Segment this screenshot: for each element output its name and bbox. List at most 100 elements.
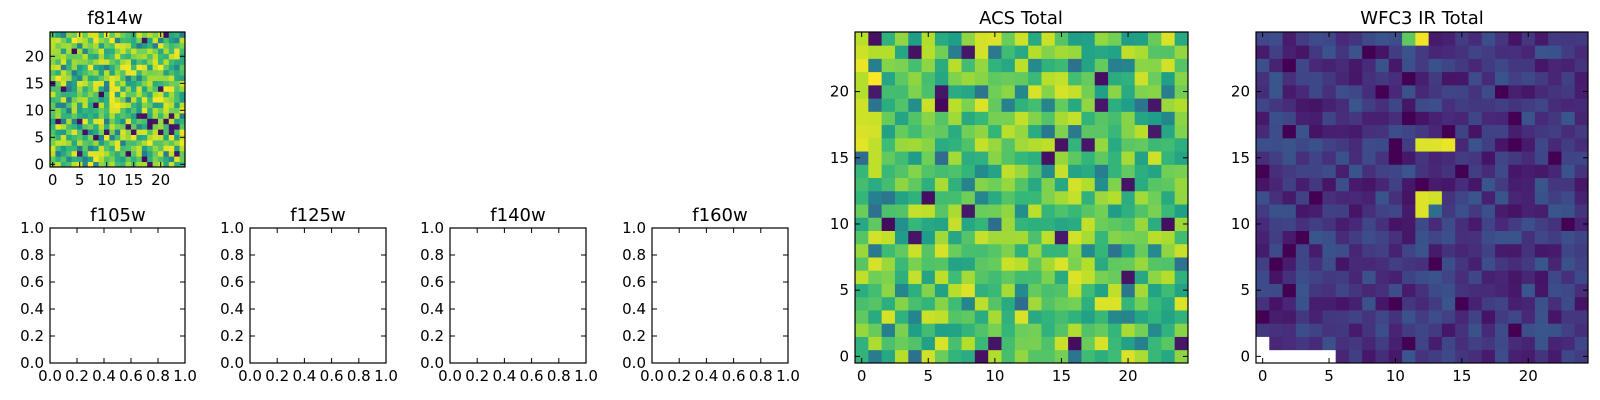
- heatmap-cell-wfc3-ir-total: [1282, 243, 1297, 258]
- heatmap-cell-f814w: [120, 161, 126, 168]
- heatmap-cell-f814w: [125, 91, 132, 98]
- heatmap-cell-wfc3-ir-total: [1415, 111, 1430, 126]
- heatmap-cell-wfc3-ir-total: [1548, 204, 1562, 218]
- heatmap-cell-wfc3-ir-total: [1402, 323, 1416, 337]
- heatmap-cell-wfc3-ir-total: [1561, 217, 1576, 231]
- heatmap-cell-f814w: [147, 123, 153, 130]
- heatmap-cell-acs-total: [1068, 137, 1082, 152]
- heatmap-cell-acs-total: [1161, 84, 1176, 99]
- heatmap-cell-wfc3-ir-total: [1455, 111, 1469, 126]
- heatmap-cell-wfc3-ir-total: [1468, 230, 1483, 245]
- heatmap-cell-f814w: [114, 145, 121, 152]
- heatmap-cell-f814w: [77, 37, 83, 44]
- heatmap-cell-acs-total: [1068, 257, 1082, 271]
- heatmap-cell-acs-total: [1094, 32, 1109, 46]
- heatmap-cell-f814w: [163, 102, 170, 108]
- heatmap-cell-wfc3-ir-total: [1468, 84, 1483, 99]
- heatmap-cell-acs-total: [908, 217, 922, 231]
- heatmap-cell-wfc3-ir-total: [1415, 98, 1430, 112]
- heatmap-cell-wfc3-ir-total: [1375, 98, 1390, 112]
- heatmap-cell-acs-total: [908, 164, 922, 179]
- heatmap-cell-wfc3-ir-total: [1521, 84, 1536, 99]
- heatmap-cell-f814w: [55, 80, 62, 87]
- heatmap-cell-wfc3-ir-total: [1269, 71, 1283, 86]
- heatmap-cell-wfc3-ir-total: [1402, 257, 1416, 271]
- heatmap-cell-wfc3-ir-total: [1282, 190, 1297, 205]
- heatmap-cell-acs-total: [1161, 257, 1176, 271]
- heatmap-cell-acs-total: [1134, 190, 1149, 205]
- heatmap-cell-wfc3-ir-total: [1441, 270, 1456, 284]
- heatmap-cell-acs-total: [1148, 111, 1162, 126]
- x-tick-label-f105w: 0.6: [119, 367, 143, 385]
- heatmap-cell-acs-total: [1134, 58, 1149, 73]
- heatmap-cell-acs-total: [855, 151, 869, 165]
- heatmap-cell-f814w: [174, 69, 180, 76]
- heatmap-cell-wfc3-ir-total: [1309, 257, 1323, 271]
- heatmap-cell-wfc3-ir-total: [1495, 32, 1509, 46]
- heatmap-cell-acs-total: [934, 111, 949, 126]
- heatmap-cell-wfc3-ir-total: [1455, 124, 1469, 139]
- heatmap-cell-f814w: [152, 53, 159, 60]
- heatmap-cell-wfc3-ir-total: [1309, 151, 1323, 165]
- heatmap-cell-acs-total: [881, 323, 896, 337]
- heatmap-cell-acs-total: [1081, 84, 1096, 99]
- heatmap-cell-acs-total: [1081, 177, 1096, 192]
- heatmap-cell-wfc3-ir-total: [1362, 230, 1376, 245]
- heatmap-cell-f814w: [50, 37, 56, 44]
- heatmap-cell-wfc3-ir-total: [1309, 190, 1323, 205]
- heatmap-cell-wfc3-ir-total: [1574, 217, 1589, 231]
- x-tick-label-f105w: 0.2: [65, 367, 89, 385]
- heatmap-cell-wfc3-ir-total: [1428, 336, 1443, 351]
- heatmap-cell-f814w: [66, 129, 72, 135]
- heatmap-cell-wfc3-ir-total: [1548, 296, 1562, 311]
- heatmap-cell-acs-total: [855, 230, 869, 245]
- heatmap-cell-wfc3-ir-total: [1362, 71, 1376, 86]
- heatmap-cell-f814w: [55, 123, 62, 130]
- heatmap-cell-f814w: [55, 48, 62, 54]
- heatmap-cell-acs-total: [1081, 98, 1096, 112]
- heatmap-cell-acs-total: [948, 217, 962, 231]
- heatmap-cell-acs-total: [1094, 124, 1109, 139]
- heatmap-cell-wfc3-ir-total: [1455, 217, 1469, 231]
- heatmap-cell-f814w: [50, 150, 56, 157]
- heatmap-cell-wfc3-ir-total: [1548, 137, 1562, 152]
- heatmap-cell-wfc3-ir-total: [1415, 137, 1430, 152]
- heatmap-cell-wfc3-ir-total: [1561, 296, 1576, 311]
- x-tick-label-acs-total: 0: [857, 367, 867, 385]
- heatmap-cell-f814w: [141, 118, 148, 125]
- heatmap-cell-wfc3-ir-total: [1534, 177, 1549, 192]
- heatmap-cell-wfc3-ir-total: [1468, 177, 1483, 192]
- heatmap-cell-acs-total: [934, 336, 949, 351]
- heatmap-cell-acs-total: [934, 217, 949, 231]
- heatmap-cell-f814w: [71, 86, 78, 92]
- heatmap-cell-acs-total: [1028, 270, 1042, 284]
- heatmap-cell-acs-total: [1028, 217, 1042, 231]
- heatmap-cell-acs-total: [1068, 164, 1082, 179]
- heatmap-cell-f814w: [163, 69, 170, 76]
- heatmap-cell-wfc3-ir-total: [1561, 71, 1576, 86]
- heatmap-cell-f814w: [158, 134, 164, 141]
- heatmap-cell-f814w: [50, 48, 56, 54]
- heatmap-cell-wfc3-ir-total: [1335, 204, 1350, 218]
- heatmap-cell-wfc3-ir-total: [1309, 32, 1323, 46]
- heatmap-cell-acs-total: [1041, 164, 1056, 179]
- heatmap-cell-wfc3-ir-total: [1362, 137, 1376, 152]
- heatmap-cell-wfc3-ir-total: [1428, 98, 1443, 112]
- heatmap-cell-acs-total: [1108, 270, 1122, 284]
- axes-frame-f814w: [49, 31, 186, 168]
- heatmap-cell-acs-total: [894, 124, 909, 139]
- heatmap-cell-acs-total: [1054, 45, 1069, 59]
- heatmap-cell-acs-total: [1028, 177, 1042, 192]
- heatmap-cell-f814w: [158, 145, 164, 152]
- heatmap-cell-wfc3-ir-total: [1521, 296, 1536, 311]
- heatmap-cell-f814w: [66, 102, 72, 108]
- heatmap-cell-wfc3-ir-total: [1481, 98, 1496, 112]
- heatmap-cell-wfc3-ir-total: [1481, 349, 1496, 364]
- heatmap-cell-wfc3-ir-total: [1362, 32, 1376, 46]
- heatmap-cell-acs-total: [934, 323, 949, 337]
- heatmap-cell-acs-total: [1161, 98, 1176, 112]
- heatmap-cell-acs-total: [961, 310, 976, 324]
- heatmap-cell-wfc3-ir-total: [1388, 243, 1403, 258]
- heatmap-cell-acs-total: [1041, 111, 1056, 126]
- heatmap-cell-acs-total: [1028, 349, 1042, 364]
